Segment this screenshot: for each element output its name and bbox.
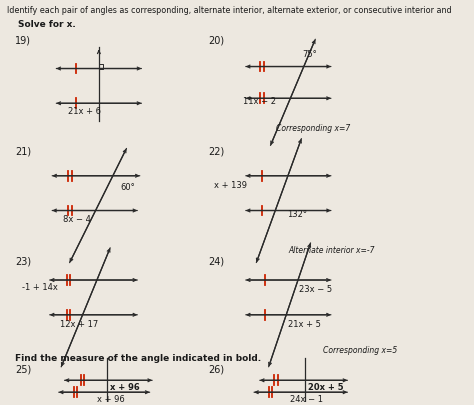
Text: 19): 19) [15,36,31,46]
Text: Solve for x.: Solve for x. [18,20,76,29]
Text: x + 96: x + 96 [110,382,140,391]
Text: 25): 25) [15,364,31,373]
Text: 20x + 5: 20x + 5 [308,382,344,391]
Text: 132°: 132° [288,209,308,218]
Text: 75°: 75° [302,49,317,58]
Text: 20): 20) [209,36,225,46]
Text: x + 139: x + 139 [214,180,247,189]
Text: 24): 24) [209,256,225,266]
Text: 12x + 17: 12x + 17 [60,319,99,328]
Text: Identify each pair of angles as corresponding, alternate interior, alternate ext: Identify each pair of angles as correspo… [7,6,451,15]
Text: 21x + 5: 21x + 5 [288,319,321,328]
Text: 21): 21) [15,147,31,157]
Text: x + 96: x + 96 [97,394,125,403]
Text: 24x − 1: 24x − 1 [290,394,323,403]
Text: Alternate interior x=-7: Alternate interior x=-7 [288,246,375,255]
Text: Find the measure of the angle indicated in bold.: Find the measure of the angle indicated … [15,353,261,362]
Text: 26): 26) [209,364,225,373]
Text: -1 + 14x: -1 + 14x [22,282,58,291]
Text: 11x − 2: 11x − 2 [243,97,276,106]
Text: 60°: 60° [120,182,135,191]
Text: 23x − 5: 23x − 5 [299,284,332,293]
Text: 21x + 6: 21x + 6 [68,107,100,116]
Text: 23): 23) [15,256,31,266]
Text: 8x − 4: 8x − 4 [64,215,91,224]
Text: Corresponding x=5: Corresponding x=5 [323,345,397,354]
Text: 22): 22) [209,147,225,157]
Text: Corresponding x=7: Corresponding x=7 [276,124,350,133]
